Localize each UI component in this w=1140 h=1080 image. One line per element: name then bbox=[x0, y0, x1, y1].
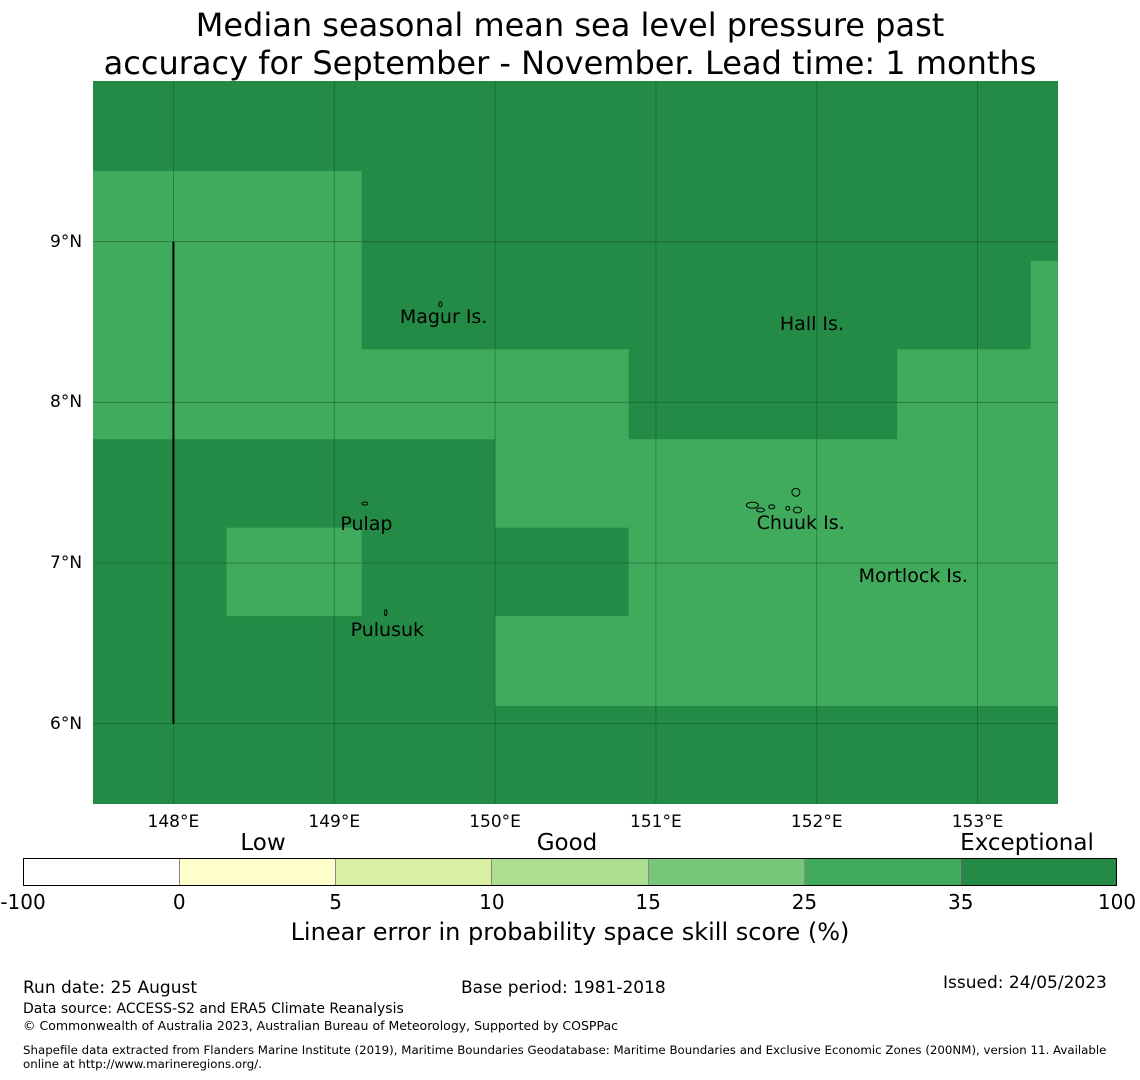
colorbar-segment bbox=[492, 859, 649, 885]
place-label: Pulusuk bbox=[350, 619, 425, 642]
colorbar-label: Linear error in probability space skill … bbox=[290, 918, 850, 946]
skill-cells bbox=[93, 81, 1058, 804]
lon-label: 150°E bbox=[469, 812, 521, 832]
colorbar-segment bbox=[24, 859, 181, 885]
skill-cell-1 bbox=[93, 170, 362, 440]
colorbar-tick: -100 bbox=[0, 890, 46, 914]
base-period: Base period: 1981-2018 bbox=[461, 978, 666, 998]
skill-cell-4 bbox=[495, 616, 1058, 706]
lat-label: 7°N bbox=[50, 553, 83, 573]
place-label: Hall Is. bbox=[779, 312, 844, 335]
lat-label: 8°N bbox=[50, 392, 83, 413]
issued-date: Issued: 24/05/2023 bbox=[943, 973, 1107, 993]
title-line-1: Median seasonal mean sea level pressure … bbox=[195, 6, 945, 44]
colorbar-tick: 15 bbox=[635, 890, 661, 914]
skill-cell-3 bbox=[495, 439, 629, 528]
place-label: Pulap bbox=[340, 513, 393, 536]
colorbar-segment bbox=[336, 859, 493, 885]
data-source: Data source: ACCESS-S2 and ERA5 Climate … bbox=[23, 1001, 404, 1017]
shapefile-credit-line-1: Shapefile data extracted from Flanders M… bbox=[23, 1043, 1107, 1057]
island-outline-5 bbox=[792, 506, 802, 514]
island-outlines bbox=[361, 301, 802, 617]
lon-label: 153°E bbox=[951, 812, 1004, 832]
run-date: Run date: 25 August bbox=[23, 978, 197, 998]
shapefile-credit-line-2: online at http://www.marineregions.org/. bbox=[23, 1057, 262, 1071]
lon-label: 151°E bbox=[630, 812, 682, 832]
island-outline-8 bbox=[438, 301, 443, 308]
legend-category-low: Low bbox=[240, 830, 286, 856]
skill-score-map bbox=[93, 81, 1058, 804]
colorbar-segment bbox=[960, 859, 1116, 885]
copyright: © Commonwealth of Australia 2023, Austra… bbox=[23, 1018, 618, 1033]
place-label: Magur Is. bbox=[399, 306, 488, 329]
lon-label: 152°E bbox=[790, 812, 843, 832]
lat-label: 9°N bbox=[50, 231, 83, 252]
legend-category-good: Good bbox=[536, 830, 598, 856]
lat-label: 6°N bbox=[50, 713, 83, 734]
island-outline-4 bbox=[791, 487, 801, 497]
legend-category-exceptional: Exceptional bbox=[960, 830, 1094, 856]
island-outline-2 bbox=[768, 504, 776, 510]
colorbar-tick: 25 bbox=[791, 890, 818, 914]
colorbar bbox=[23, 858, 1117, 886]
colorbar-tick: 100 bbox=[1097, 890, 1137, 914]
colorbar-tick: 5 bbox=[329, 890, 342, 914]
title-line-2: accuracy for September - November. Lead … bbox=[103, 44, 1037, 82]
colorbar-segment bbox=[648, 859, 805, 885]
island-outline-0 bbox=[745, 501, 759, 509]
place-label: Mortlock Is. bbox=[858, 564, 968, 587]
lon-label: 149°E bbox=[308, 812, 361, 832]
island-outline-6 bbox=[361, 501, 369, 506]
colorbar-tick: 0 bbox=[172, 890, 186, 914]
place-label: Chuuk Is. bbox=[756, 511, 845, 534]
map-title: Median seasonal mean sea level pressure … bbox=[0, 6, 1140, 82]
skill-cell-7 bbox=[1030, 260, 1058, 350]
colorbar-tick: 10 bbox=[479, 890, 505, 914]
skill-cell-8 bbox=[226, 527, 362, 617]
skill-cell-5 bbox=[628, 439, 1058, 617]
lon-label: 148°E bbox=[147, 812, 200, 832]
island-outline-3 bbox=[785, 505, 791, 511]
colorbar-segment bbox=[804, 859, 961, 885]
island-outline-1 bbox=[755, 507, 765, 513]
colorbar-tick: 35 bbox=[947, 890, 974, 914]
island-outline-7 bbox=[384, 609, 388, 617]
colorbar-segment bbox=[180, 859, 337, 885]
